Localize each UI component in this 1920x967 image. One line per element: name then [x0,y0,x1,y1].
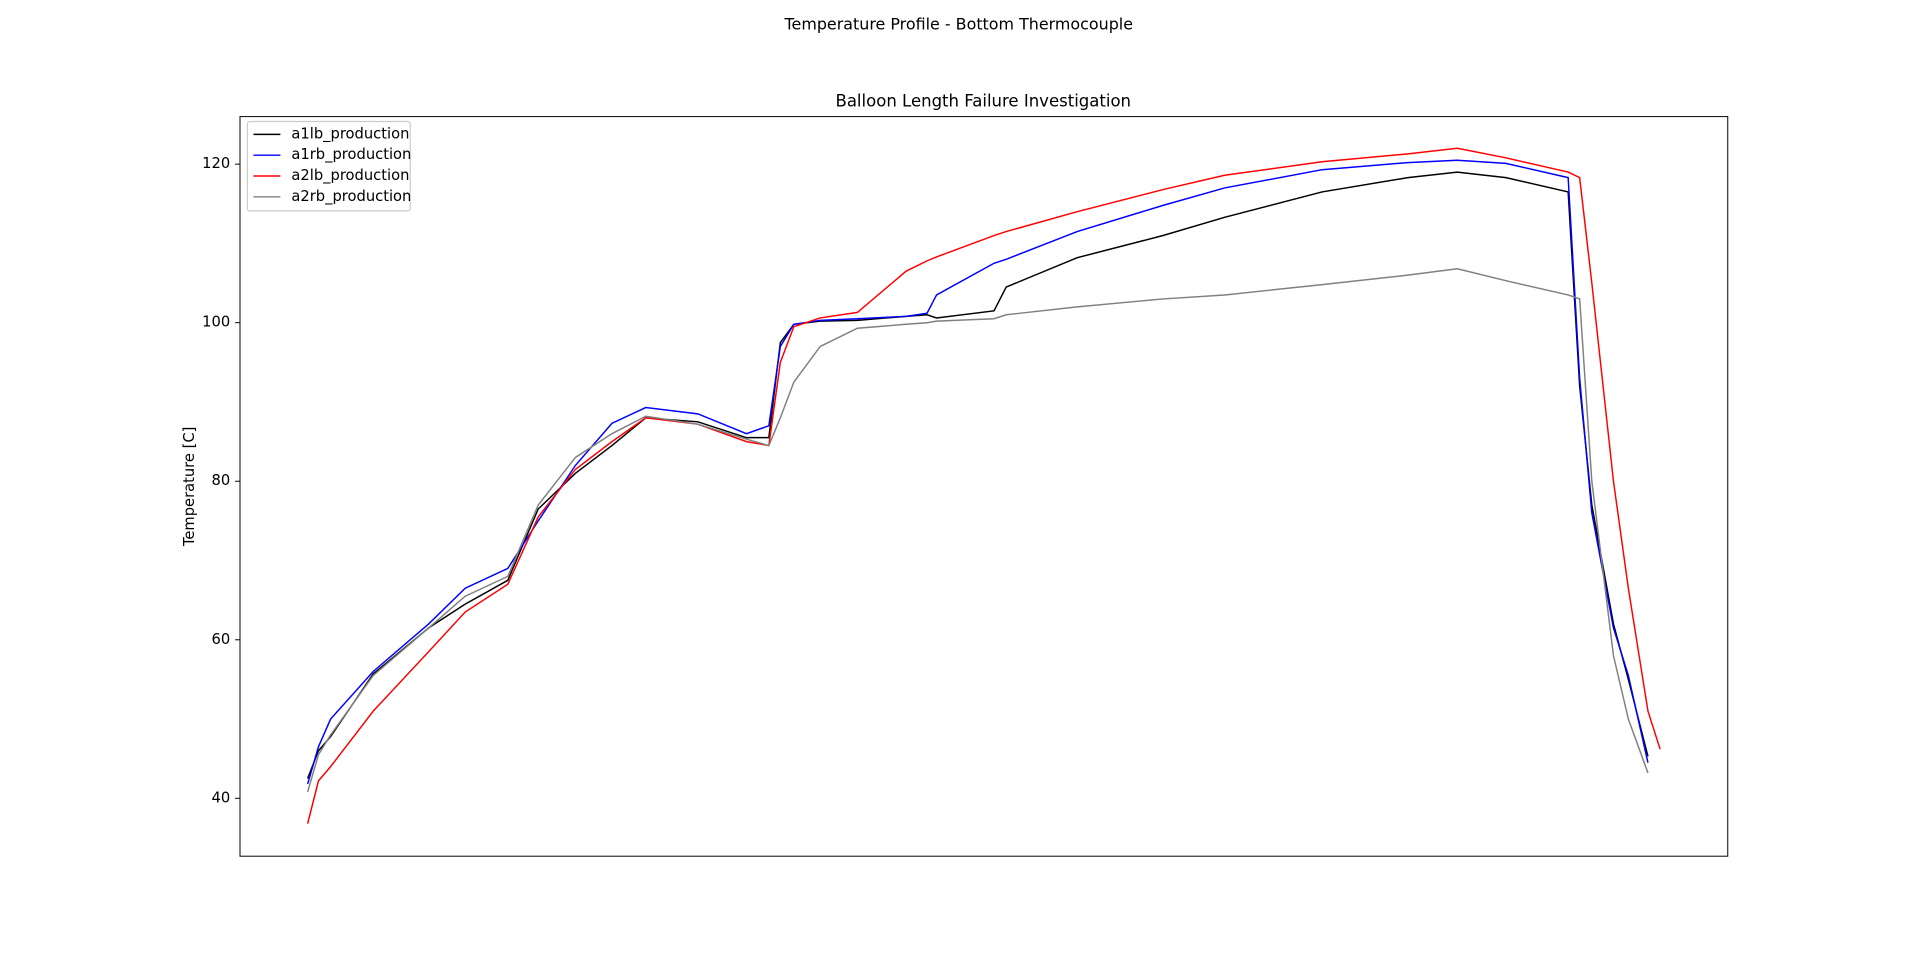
y-axis-label: Temperature [C] [181,427,198,547]
suptitle: Temperature Profile - Bottom Thermocoupl… [784,14,1133,33]
legend-label: a1lb_production [291,125,409,142]
legend-label: a2lb_production [291,167,409,184]
y-tick-label: 80 [212,472,231,489]
legend: a1lb_production a1rb_production a2lb_produ… [246,120,411,212]
y-tick-label: 120 [202,155,230,172]
y-tick-label: 40 [212,789,231,806]
series-line [306,171,1649,779]
series-line [306,159,1649,785]
y-tick-label: 100 [202,314,230,331]
series-line [306,268,1649,793]
series-line [306,147,1661,824]
y-tick-label: 60 [212,631,231,648]
legend-label: a2rb_production [291,188,411,205]
plot-frame [239,116,1729,857]
legend-label: a1rb_production [291,146,411,163]
legend-box [246,120,411,212]
chart-title: Balloon Length Failure Investigation [835,91,1131,110]
